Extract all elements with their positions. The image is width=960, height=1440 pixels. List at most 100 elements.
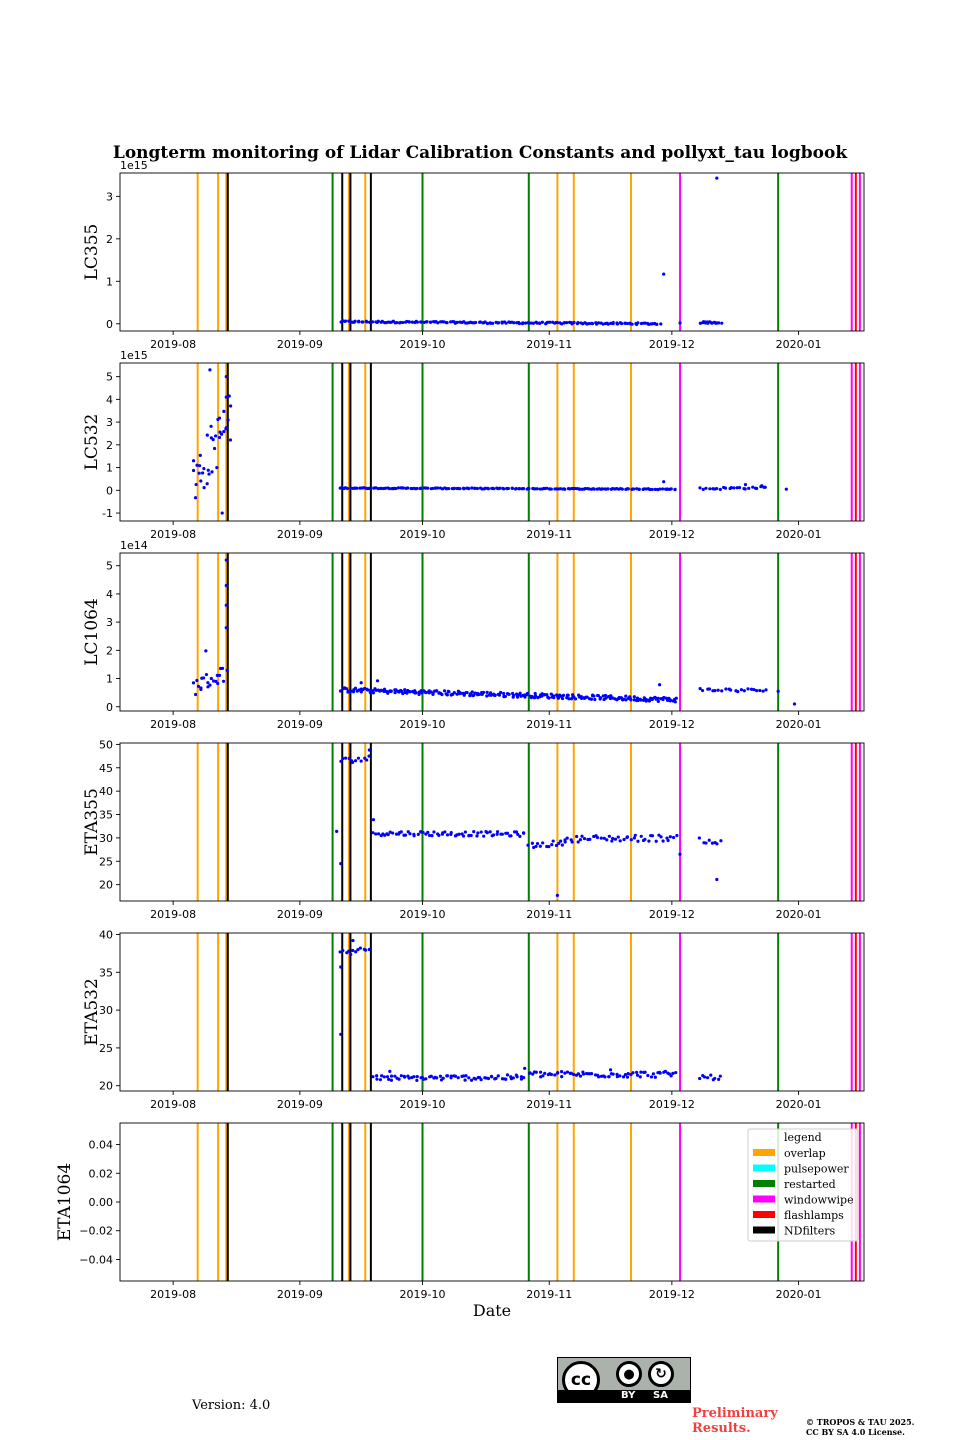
data-point	[485, 694, 489, 698]
data-point	[207, 472, 211, 476]
legend-label-windowwipe: windowwipe	[784, 1194, 854, 1207]
data-point	[505, 1073, 510, 1077]
plot-area	[196, 1123, 861, 1281]
data-point	[732, 486, 736, 490]
data-point	[632, 836, 636, 840]
data-point	[375, 679, 380, 683]
y-tick-label: 3	[106, 190, 113, 203]
data-point	[556, 696, 560, 700]
data-point	[658, 1071, 662, 1075]
data-point	[618, 1074, 622, 1078]
data-point	[611, 1072, 615, 1076]
data-point	[792, 702, 797, 706]
data-point	[500, 832, 504, 836]
data-point	[195, 463, 199, 467]
data-point	[618, 839, 622, 843]
y-axis-label: LC532	[82, 414, 102, 471]
plot-area	[191, 363, 861, 521]
data-point	[545, 486, 549, 490]
data-point	[549, 1072, 554, 1077]
data-point	[655, 322, 659, 326]
data-point	[616, 835, 620, 839]
data-point	[576, 1072, 581, 1076]
data-point	[729, 486, 733, 490]
preliminary-line-2: Results.	[692, 1421, 751, 1436]
data-point	[530, 841, 534, 845]
data-point	[609, 321, 613, 325]
data-point	[633, 833, 637, 837]
data-point	[502, 487, 506, 491]
data-point	[483, 320, 487, 324]
data-point	[222, 409, 226, 413]
data-point	[514, 830, 519, 834]
data-point	[426, 486, 430, 490]
data-point	[599, 836, 603, 840]
data-point	[415, 1074, 419, 1079]
data-point	[200, 471, 205, 475]
data-point	[473, 486, 477, 490]
data-point	[452, 691, 456, 695]
x-tick-label: 2019-12	[649, 528, 695, 541]
data-point	[760, 484, 764, 488]
copyright-line-2: CC BY SA 4.0 License.	[806, 1427, 905, 1437]
data-point	[495, 832, 499, 836]
axes-frame	[119, 552, 865, 712]
panel-lc532: -1 0 1 2 3 4 5 2019-08 2019-09 2019-10 2019-11 2019…	[82, 349, 865, 541]
data-point	[746, 687, 750, 691]
data-point	[573, 486, 577, 491]
data-point	[467, 487, 471, 491]
x-tick-label: 2020-01	[776, 338, 822, 351]
data-point	[572, 1072, 576, 1077]
data-point	[505, 831, 510, 835]
data-point	[403, 1075, 407, 1079]
data-point	[488, 830, 492, 834]
data-point	[208, 368, 212, 372]
data-point	[551, 694, 556, 698]
data-point	[606, 322, 610, 326]
data-point	[548, 320, 552, 324]
y-tick-label: 20	[99, 879, 113, 892]
y-tick-label: 20	[99, 1080, 113, 1093]
data-point	[412, 834, 416, 838]
data-point	[578, 838, 583, 842]
data-point	[220, 666, 225, 670]
data-point	[365, 687, 369, 691]
data-point	[625, 835, 630, 839]
data-point	[435, 1076, 439, 1080]
figure-title: Longterm monitoring of Lidar Calibration…	[113, 143, 848, 163]
data-point	[209, 676, 213, 681]
data-point	[418, 486, 423, 490]
x-tick-label: 2019-10	[400, 1288, 446, 1301]
y-tick-label: 0.00	[89, 1196, 114, 1209]
data-point	[205, 433, 209, 437]
data-point	[229, 404, 233, 408]
data-point	[597, 1075, 601, 1079]
plot-area	[196, 173, 861, 331]
data-point	[226, 418, 230, 422]
y-tick-label: 1	[106, 673, 113, 686]
data-point	[421, 830, 425, 835]
y-exponent-label: 1e15	[120, 349, 148, 362]
data-point	[565, 836, 569, 840]
x-tick-label: 2020-01	[776, 1098, 822, 1111]
data-point	[669, 1074, 673, 1078]
data-point	[620, 321, 624, 326]
data-point	[565, 321, 569, 325]
data-point	[494, 1076, 498, 1080]
data-point	[469, 833, 473, 838]
y-axis-label: ETA1064	[55, 1163, 75, 1241]
data-point	[717, 1077, 721, 1082]
data-point	[643, 321, 647, 325]
data-point	[511, 693, 516, 697]
data-point	[737, 486, 742, 490]
data-point	[396, 486, 400, 490]
data-point	[673, 488, 677, 492]
y-tick-label: −0.02	[79, 1225, 113, 1238]
x-tick-label: 2019-09	[277, 338, 323, 351]
data-point	[347, 949, 351, 953]
data-point	[419, 689, 423, 693]
data-point	[435, 689, 439, 693]
data-point	[204, 672, 209, 677]
data-point	[697, 836, 701, 840]
data-point	[344, 319, 348, 323]
